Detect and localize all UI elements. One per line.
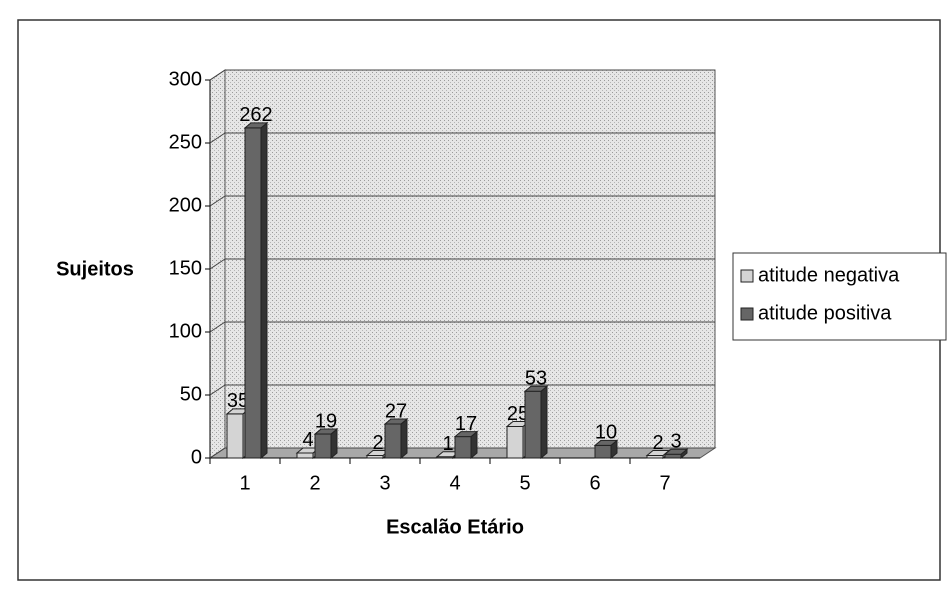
grid-line xyxy=(209,321,226,333)
bar-front xyxy=(314,433,332,459)
data-label: 3 xyxy=(670,431,681,453)
legend-box xyxy=(732,252,947,341)
y-tick-label: 50 xyxy=(180,383,202,405)
legend-swatch xyxy=(740,269,754,283)
grid-line xyxy=(209,258,226,270)
data-label: 27 xyxy=(385,400,407,422)
bar-front xyxy=(664,453,682,459)
x-tick-label: 6 xyxy=(589,472,600,494)
bar-top xyxy=(383,418,409,425)
data-label: 262 xyxy=(239,104,272,126)
x-axis-title: Escalão Etário xyxy=(386,516,524,538)
data-label: 4 xyxy=(302,429,313,451)
data-label: 53 xyxy=(525,368,547,390)
y-tick-label: 100 xyxy=(169,320,202,342)
legend-label: atitude negativa xyxy=(758,264,900,286)
bar-front xyxy=(244,127,262,459)
data-label: 10 xyxy=(595,422,617,444)
data-label: 19 xyxy=(315,410,337,432)
data-label: 2 xyxy=(372,432,383,454)
bar-front xyxy=(296,452,314,459)
data-label: 35 xyxy=(227,390,249,412)
plot-wall xyxy=(208,69,717,459)
bar-side xyxy=(400,417,408,460)
x-tick-label: 4 xyxy=(449,472,460,494)
x-tick-label: 5 xyxy=(519,472,530,494)
bar xyxy=(453,430,479,460)
bar-front xyxy=(384,423,402,459)
grid-line xyxy=(209,69,226,81)
grid-line xyxy=(209,195,226,207)
bar-front xyxy=(454,436,472,459)
y-axis-title: Sujeitos xyxy=(56,258,134,280)
data-label: 25 xyxy=(507,403,529,425)
legend-label: atitude positiva xyxy=(758,302,892,324)
bar xyxy=(313,427,339,460)
bar-front xyxy=(506,426,524,459)
bar-top xyxy=(243,122,269,129)
grid-line xyxy=(209,447,226,459)
bar-top xyxy=(453,431,479,438)
bar xyxy=(383,417,409,460)
bar-front xyxy=(594,444,612,459)
bar-top xyxy=(313,428,339,435)
y-tick-label: 200 xyxy=(169,194,202,216)
bar-top xyxy=(523,385,549,392)
bar-side xyxy=(260,121,268,460)
y-tick-label: 250 xyxy=(169,131,202,153)
y-tick-label: 300 xyxy=(169,68,202,90)
bar xyxy=(593,439,619,460)
bar xyxy=(663,448,689,460)
bar xyxy=(243,121,269,460)
data-label: 1 xyxy=(442,433,453,455)
bar-front xyxy=(226,413,244,459)
data-label: 17 xyxy=(455,413,477,435)
x-tick-label: 2 xyxy=(309,472,320,494)
legend-swatch xyxy=(740,307,754,321)
y-tick-label: 150 xyxy=(169,257,202,279)
x-tick-label: 1 xyxy=(239,472,250,494)
bar-front xyxy=(524,390,542,459)
bar-top xyxy=(663,448,689,455)
x-tick-label: 3 xyxy=(379,472,390,494)
grid-line xyxy=(209,384,226,396)
data-label: 2 xyxy=(652,432,663,454)
x-tick-label: 7 xyxy=(659,472,670,494)
bar-top xyxy=(593,439,619,446)
y-tick-label: 0 xyxy=(191,446,202,468)
bar-side xyxy=(540,385,548,460)
grid-line xyxy=(209,132,226,144)
bar xyxy=(523,385,549,460)
